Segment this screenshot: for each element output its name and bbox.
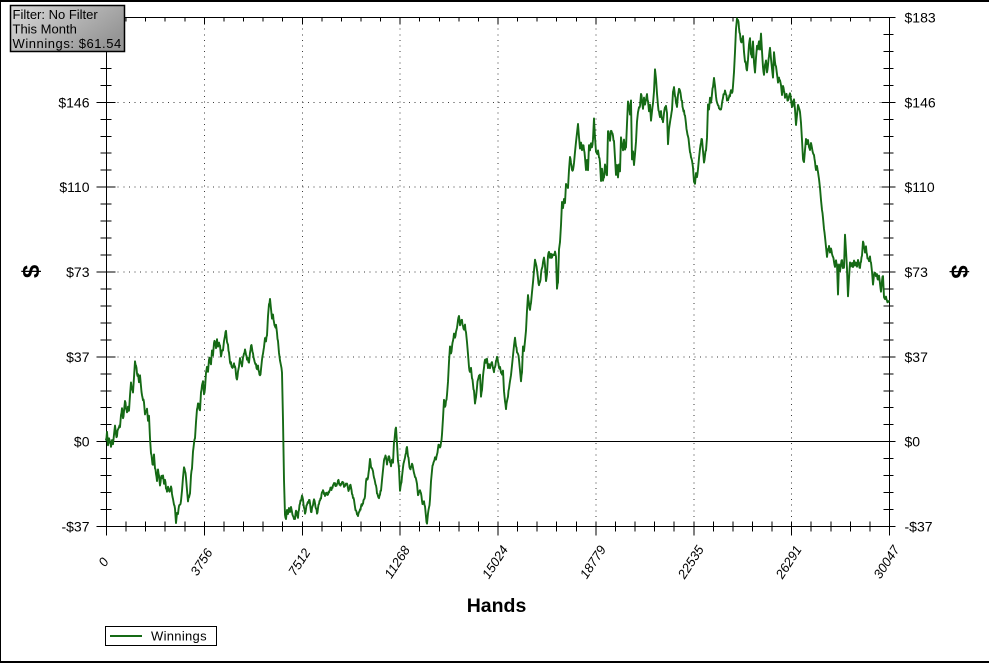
svg-text:$0: $0 [74, 434, 90, 450]
svg-text:-$37: -$37 [905, 519, 933, 535]
svg-text:-$37: -$37 [61, 519, 89, 535]
svg-text:$183: $183 [905, 10, 936, 26]
svg-text:$: $ [946, 265, 973, 279]
svg-text:$110: $110 [905, 179, 935, 195]
svg-text:$73: $73 [905, 264, 929, 280]
svg-text:$110: $110 [59, 179, 89, 195]
svg-text:Winnings: $61.54: Winnings: $61.54 [13, 36, 122, 51]
svg-text:$37: $37 [905, 349, 929, 365]
svg-text:$: $ [18, 264, 45, 278]
svg-text:$73: $73 [66, 264, 90, 280]
svg-text:Hands: Hands [467, 595, 527, 617]
svg-text:Filter: No Filter: Filter: No Filter [13, 7, 99, 22]
svg-text:Winnings: Winnings [151, 629, 207, 644]
svg-text:$0: $0 [905, 434, 921, 450]
svg-text:$146: $146 [58, 94, 89, 110]
svg-text:$146: $146 [905, 94, 936, 110]
svg-text:This Month: This Month [13, 22, 77, 37]
svg-text:$37: $37 [66, 349, 90, 365]
